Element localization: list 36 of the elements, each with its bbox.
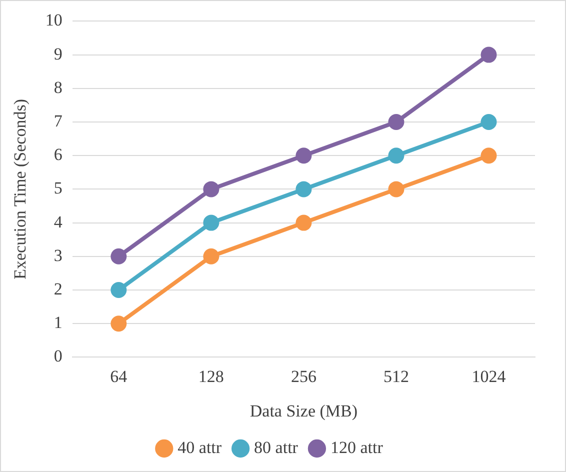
y-tick-label: 10	[45, 10, 62, 30]
point	[110, 282, 127, 298]
y-tick-label: 2	[54, 279, 62, 298]
point	[296, 214, 312, 231]
point	[480, 114, 497, 130]
point	[296, 181, 312, 198]
y-tick-label: 7	[54, 111, 63, 130]
y-tick-label: 3	[54, 246, 62, 265]
y-tick-label: 5	[54, 178, 62, 198]
point	[296, 148, 312, 164]
x-tick-label: 256	[290, 366, 316, 386]
point	[480, 46, 497, 63]
point	[203, 248, 220, 264]
y-tick-label: 4	[54, 212, 63, 232]
y-tick-label: 0	[54, 346, 62, 366]
y-tick-label: 8	[54, 78, 62, 97]
y-axis-title: Execution Time (Seconds)	[10, 99, 30, 280]
point	[203, 181, 220, 198]
x-tick-label: 512	[383, 366, 409, 386]
legend-label: 40 attr	[178, 438, 222, 457]
x-axis-title: Data Size (MB)	[250, 401, 358, 420]
point	[203, 214, 220, 231]
y-tick-label: 6	[54, 145, 62, 164]
y-tick-label: 9	[54, 44, 62, 64]
point	[110, 248, 127, 264]
y-tick-label: 1	[54, 313, 62, 332]
point	[480, 148, 497, 164]
x-tick-label: 1024	[472, 366, 506, 386]
legend-label: 120 attr	[330, 438, 384, 457]
point	[388, 148, 404, 164]
x-tick-label: 64	[110, 366, 128, 386]
x-tick-label: 128	[198, 366, 224, 386]
point	[388, 114, 404, 130]
legend-label: 80 attr	[254, 438, 298, 457]
point	[388, 181, 404, 198]
point	[110, 316, 127, 332]
